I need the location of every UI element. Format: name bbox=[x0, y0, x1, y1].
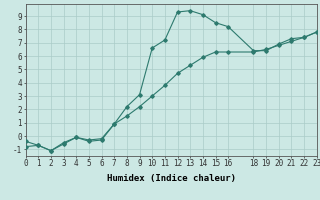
X-axis label: Humidex (Indice chaleur): Humidex (Indice chaleur) bbox=[107, 174, 236, 183]
